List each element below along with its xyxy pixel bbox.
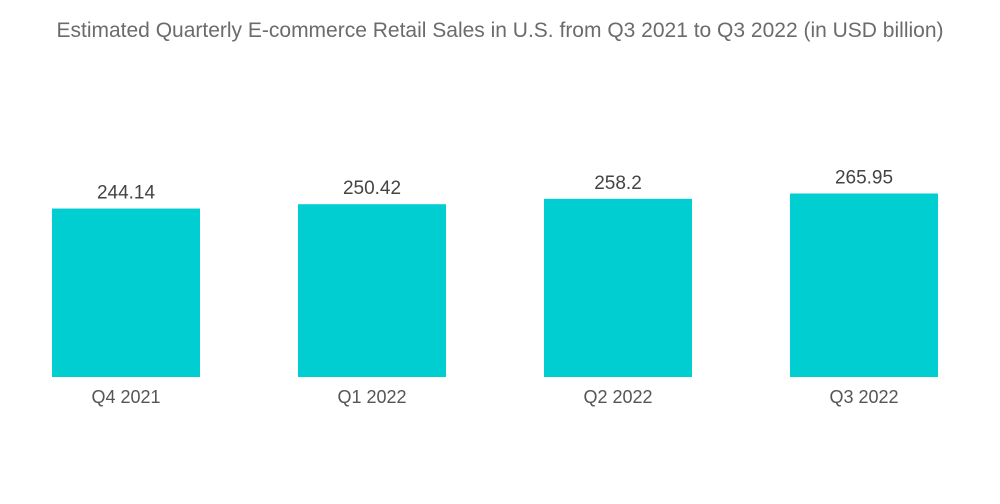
chart-title: Estimated Quarterly E-commerce Retail Sa… [56, 19, 944, 42]
x-tick-label: Q1 2022 [337, 387, 406, 407]
value-label: 250.42 [343, 178, 401, 199]
x-tick-label: Q4 2021 [91, 387, 160, 407]
value-label: 244.14 [97, 183, 156, 204]
bar-q2-2022 [544, 198, 692, 377]
bars-group [52, 193, 938, 377]
value-labels-group: 244.14 250.42 258.2 265.95 [97, 167, 893, 203]
value-label: 265.95 [835, 167, 893, 188]
bar-q4-2021 [52, 208, 200, 377]
bar-q3-2022 [790, 193, 938, 377]
x-tick-labels-group: Q4 2021 Q1 2022 Q2 2022 Q3 2022 [91, 387, 898, 407]
value-label: 258.2 [594, 173, 642, 194]
bar-q1-2022 [298, 204, 446, 377]
x-tick-label: Q3 2022 [829, 387, 898, 407]
x-tick-label: Q2 2022 [583, 387, 652, 407]
